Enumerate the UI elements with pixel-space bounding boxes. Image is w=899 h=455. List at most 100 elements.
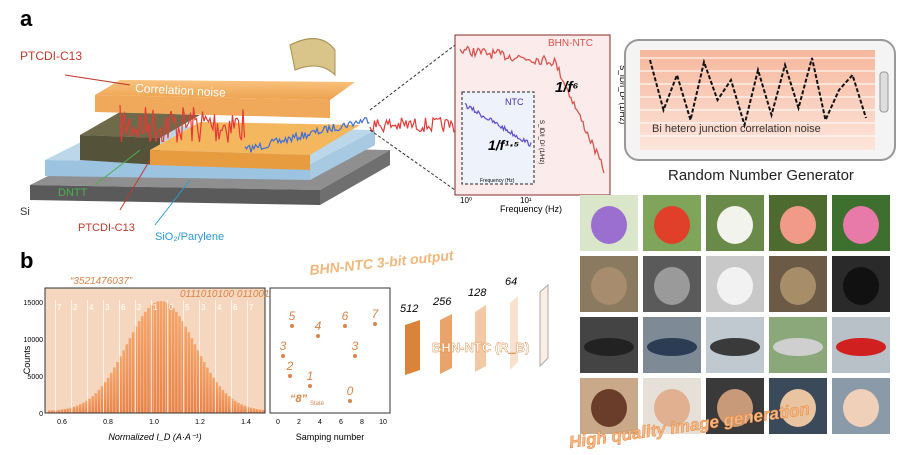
- axis-title: Counts: [22, 345, 32, 374]
- photo-subject: [780, 389, 816, 427]
- layer-label: SiO₂/Parylene: [155, 231, 224, 243]
- x-tick-label: 6: [339, 419, 343, 426]
- histogram-bar: [209, 372, 212, 413]
- photo-subject: [591, 267, 627, 305]
- histogram-bar: [94, 393, 98, 413]
- bin-divider: [215, 300, 216, 413]
- device: [30, 38, 455, 226]
- histogram-frame: [44, 287, 266, 414]
- y-tick-label: 15000: [24, 300, 44, 307]
- layer-label: PTCDI-C13: [78, 222, 135, 234]
- sample-point: [373, 322, 377, 326]
- photo-subject: [780, 206, 816, 244]
- histogram-bar: [175, 311, 178, 413]
- x-tick-label: 0: [276, 419, 280, 426]
- histogram-bar: [184, 326, 187, 413]
- histogram-bar: [249, 407, 253, 413]
- axis-title: Samping number: [296, 432, 365, 442]
- histogram-bar: [103, 382, 107, 413]
- bin-divider: [71, 300, 72, 413]
- histogram-bar: [63, 408, 67, 413]
- bin-divider: [151, 300, 152, 413]
- filter-size: 128: [468, 287, 487, 299]
- histogram-bar: [243, 405, 246, 413]
- output-title: BHN-NTC 3-bit output: [309, 247, 456, 278]
- histogram-bar: [119, 356, 122, 413]
- histogram-bar: [159, 301, 163, 413]
- histogram-bar: [258, 409, 262, 413]
- bin-divider: [103, 300, 104, 413]
- histogram-bar: [57, 409, 60, 413]
- photo-subject: [654, 267, 690, 305]
- y-tick-label: 5000: [27, 374, 43, 381]
- slope-label: 1/f⁶: [555, 79, 579, 96]
- photo-subject: [717, 267, 753, 305]
- x-tick-label: 1.0: [149, 419, 159, 426]
- photo-subject: [843, 206, 879, 244]
- bin-digit: 1: [153, 303, 158, 312]
- x-tick-label: 4: [318, 419, 322, 426]
- sample-digit: 5: [289, 309, 296, 323]
- legend-label: BHN-NTC: [548, 38, 593, 49]
- histogram-bar: [203, 362, 206, 413]
- histogram-bar: [82, 402, 85, 413]
- photo-subject: [836, 338, 886, 356]
- sample-point: [316, 334, 320, 338]
- histogram-bar: [116, 362, 119, 413]
- histogram-bar: [125, 344, 129, 413]
- bin-divider: [135, 300, 136, 413]
- histogram-bar: [88, 398, 91, 413]
- bin-digit: 6: [233, 303, 238, 312]
- photo-subject: [780, 267, 816, 305]
- bin-digit: 2: [137, 303, 142, 312]
- histogram-bar: [106, 377, 110, 413]
- bin-divider: [119, 300, 120, 413]
- x-tick-label: 0.8: [103, 419, 113, 426]
- photo-subject: [773, 338, 823, 356]
- axis-title: Normalized I_D (A·A⁻¹): [108, 432, 201, 442]
- photo-subject: [717, 389, 753, 427]
- decimal-sequence: “3521476037”: [70, 276, 133, 287]
- bin-digit: 4: [89, 303, 94, 312]
- x-tick-label: 2: [297, 419, 301, 426]
- histogram-bar: [60, 409, 63, 413]
- histogram-bar: [97, 389, 101, 413]
- state-label: “8”: [290, 393, 308, 405]
- histogram-bar: [172, 308, 175, 413]
- bin-digit: 7: [57, 303, 62, 312]
- slope-label: 1/f¹·⁵: [488, 137, 520, 153]
- photo-subject: [584, 338, 634, 356]
- bin-divider: [55, 300, 56, 413]
- sample-digit: 2: [286, 359, 294, 373]
- bin-divider: [247, 300, 248, 413]
- axis-title: S_ID/I_D² (1/Hz): [618, 65, 627, 124]
- filter-size: 64: [505, 276, 517, 288]
- sample-digit: 7: [372, 307, 380, 321]
- filter-blocks: [405, 283, 549, 375]
- histogram-bar: [91, 396, 94, 413]
- rng-caption: Random Number Generator: [668, 167, 854, 184]
- histogram-bar: [255, 408, 259, 413]
- legend-label: NTC: [505, 97, 524, 107]
- sample-digit: 6: [342, 309, 349, 323]
- histogram-bar: [181, 321, 184, 413]
- histogram-bar: [144, 311, 147, 413]
- histogram-bar: [51, 410, 54, 413]
- samples-frame: [269, 287, 391, 414]
- histogram-bar: [66, 408, 70, 413]
- device-label: BHN-NTC (R_B): [432, 340, 530, 355]
- photo-subject: [717, 206, 753, 244]
- y-tick-label: 10000: [24, 337, 44, 344]
- sample-point: [353, 354, 357, 358]
- bin-digit: 4: [217, 303, 222, 312]
- histogram-bar: [153, 302, 156, 413]
- histogram-bar: [206, 367, 209, 413]
- photo-subject: [591, 389, 627, 427]
- histogram-bar: [218, 386, 222, 413]
- x-tick-label: 10⁰: [460, 196, 472, 205]
- panel-label: a: [20, 6, 33, 31]
- histogram-bar: [234, 400, 237, 413]
- bin-digit: 3: [201, 303, 206, 312]
- photo-subject: [710, 338, 760, 356]
